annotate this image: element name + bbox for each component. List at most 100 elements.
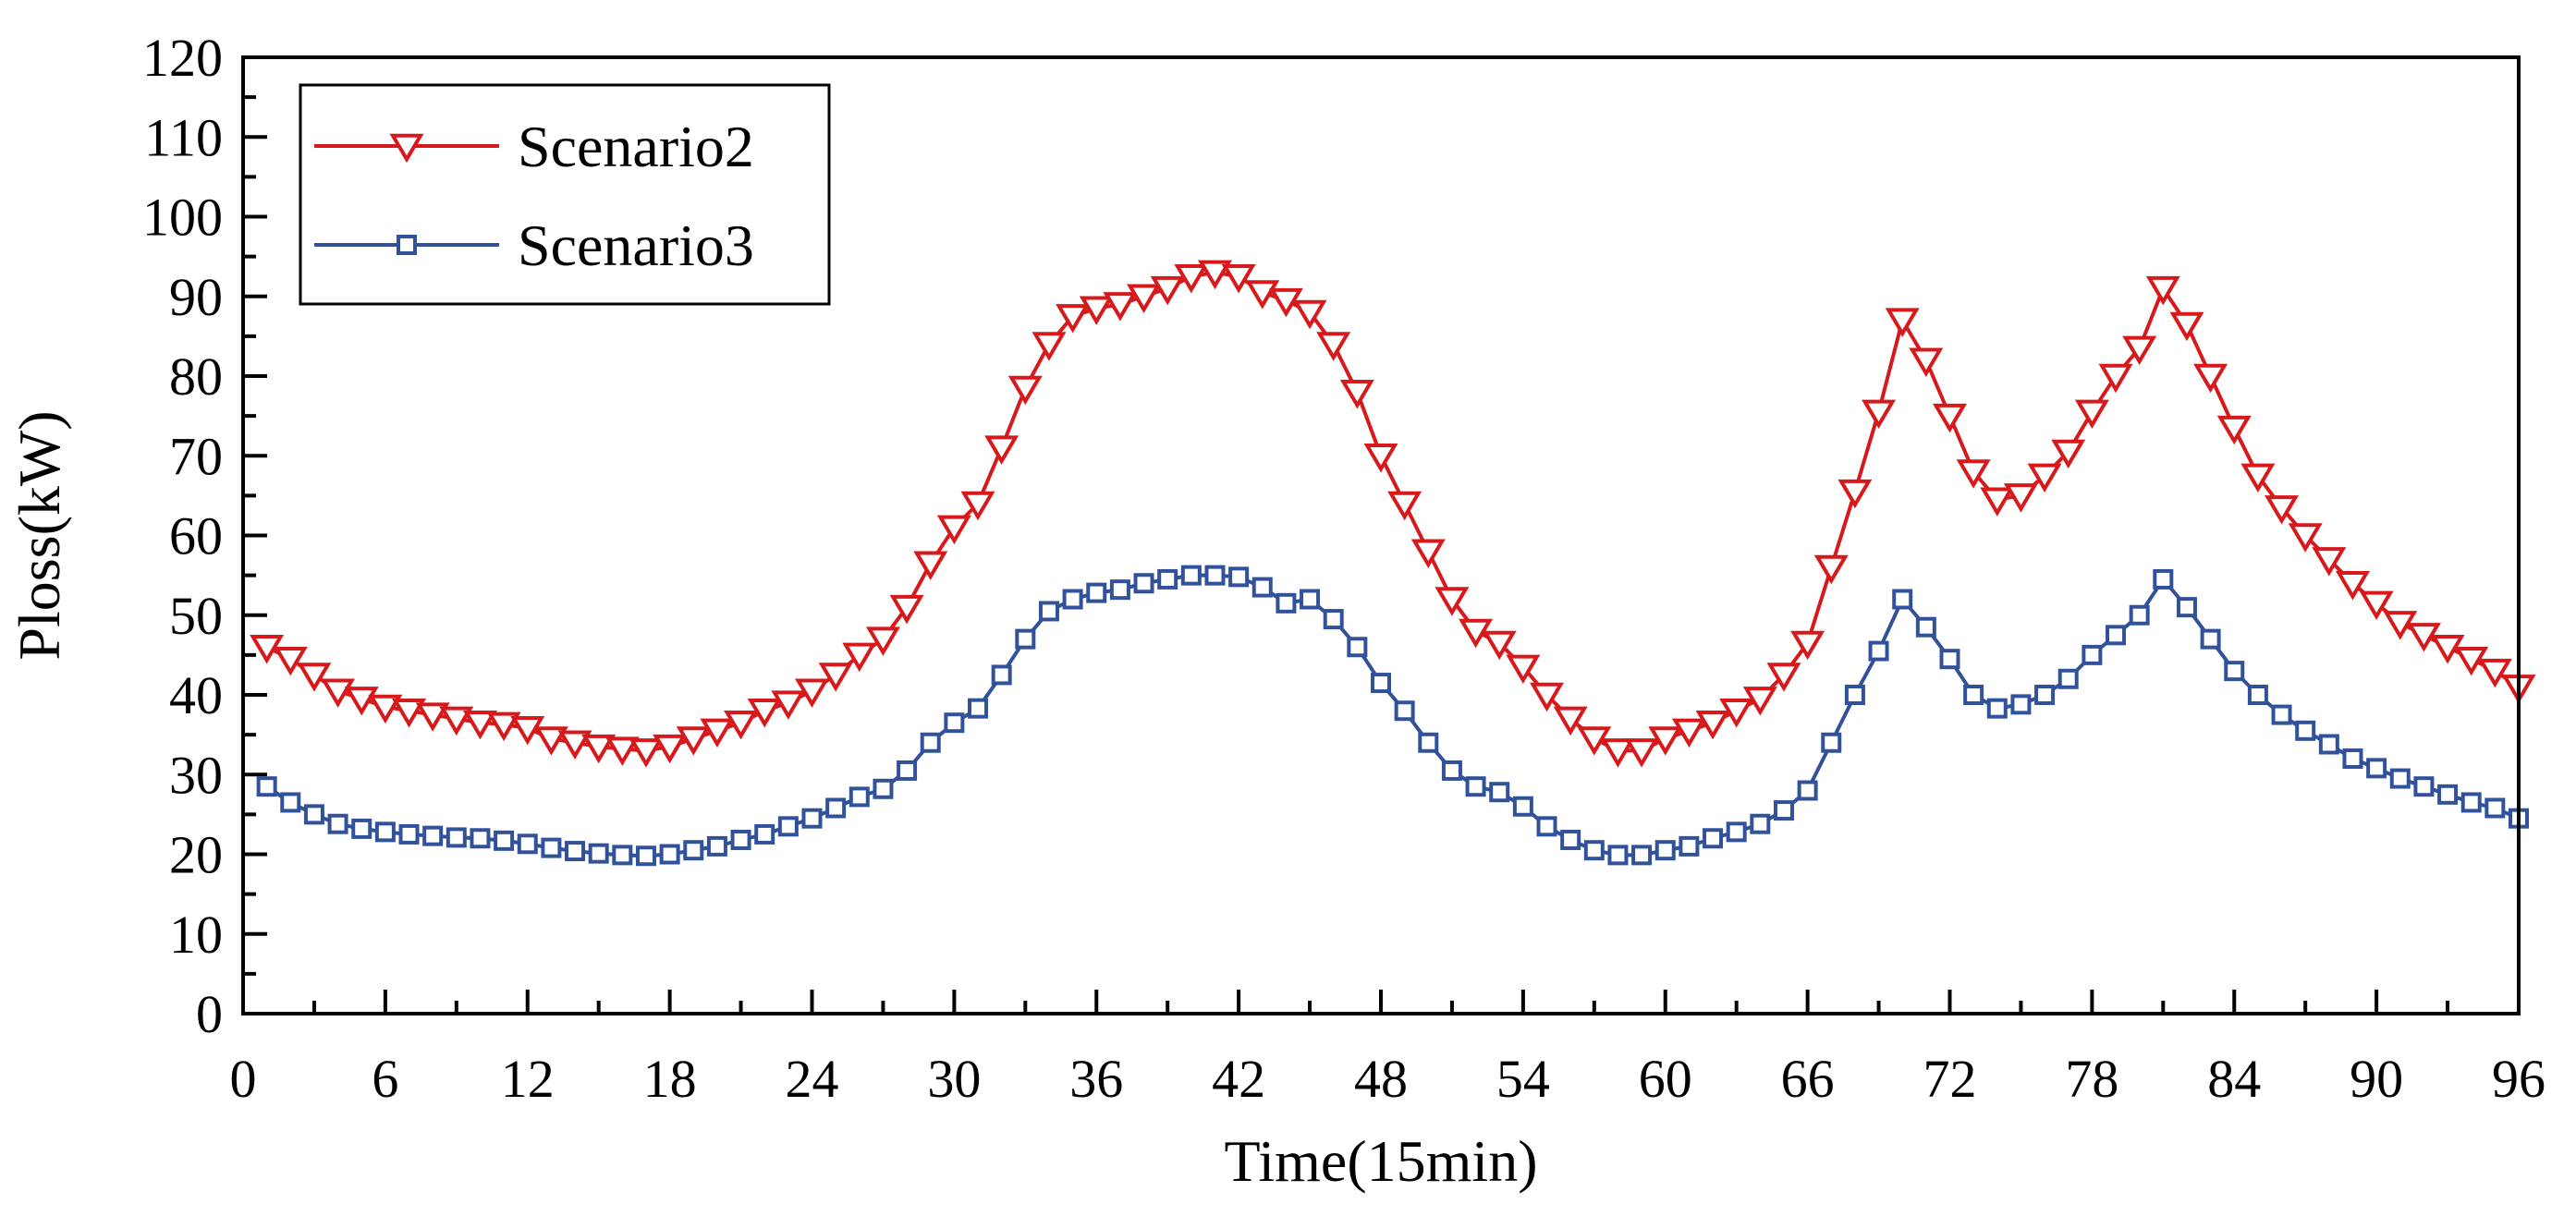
x-tick-label: 96 xyxy=(2492,1049,2545,1109)
scenario3-point xyxy=(1915,616,1936,638)
scenario2-point xyxy=(2454,646,2489,676)
y-tick-label: 60 xyxy=(169,506,223,566)
scenario2-point xyxy=(1103,292,1138,322)
scenario2-point xyxy=(1435,587,1470,616)
scenario2-point xyxy=(321,678,356,708)
scenario2-point xyxy=(2335,571,2370,601)
scenario3-point xyxy=(1038,601,1059,622)
scenario2-point xyxy=(2216,415,2252,445)
scenario3-point xyxy=(2484,797,2506,819)
scenario3-point xyxy=(1180,565,1202,586)
scenario3-point xyxy=(801,808,823,829)
scenario2-point xyxy=(936,515,971,545)
scenario2-point xyxy=(1339,380,1374,409)
scenario3-point xyxy=(848,786,870,808)
scenario3-point xyxy=(2413,776,2435,797)
scenario3-point xyxy=(991,664,1012,686)
scenario3-point xyxy=(1251,577,1273,598)
scenario3-point xyxy=(1086,582,1107,603)
scenario2-point xyxy=(818,663,853,692)
scenario3-point xyxy=(327,813,348,834)
x-tick-label: 48 xyxy=(1354,1049,1408,1109)
scenario3-point xyxy=(1204,565,1226,586)
scenario2-point xyxy=(1410,539,1446,568)
scenario2-point xyxy=(557,730,592,760)
y-tick-label: 30 xyxy=(169,745,223,805)
scenario2-point xyxy=(2145,275,2180,306)
scenario3-point xyxy=(1939,649,1960,670)
scenario3-point xyxy=(2295,720,2316,741)
scenario2-point xyxy=(913,551,948,580)
scenario3-point xyxy=(873,778,894,799)
scenario3-point xyxy=(706,835,727,857)
y-tick-label: 80 xyxy=(169,347,223,407)
scenario3-point xyxy=(1347,637,1368,658)
scenario3-point xyxy=(1323,609,1344,630)
scenario2-point xyxy=(1624,738,1659,768)
scenario2-point xyxy=(1530,682,1565,712)
scenario3-point xyxy=(494,830,515,851)
legend-box xyxy=(299,83,831,306)
scenario2-point xyxy=(581,734,617,764)
scenario2-point xyxy=(368,694,403,724)
scenario2-point xyxy=(1837,479,1873,509)
scenario3-point xyxy=(1062,589,1083,610)
scenario2-point xyxy=(273,646,308,676)
scenario2-point xyxy=(2122,335,2157,366)
scenario2-point xyxy=(1719,699,1754,728)
scenario2-point xyxy=(1506,654,1541,685)
scenario3-point xyxy=(303,804,324,825)
scenario3-point xyxy=(754,823,775,845)
scenario3-line xyxy=(265,573,2520,858)
scenario2-point xyxy=(462,710,497,740)
scenario3-point xyxy=(1441,760,1462,781)
scenario2-point xyxy=(1577,726,1612,756)
y-tick-label: 110 xyxy=(144,107,223,167)
scenario2-point xyxy=(2074,399,2109,430)
scenario2-point xyxy=(2288,523,2323,553)
scenario3-point xyxy=(517,833,538,855)
legend-marker-scenario2 xyxy=(389,133,424,164)
y-tick-label: 70 xyxy=(169,426,223,486)
scenario3-point xyxy=(1607,845,1629,866)
x-tick-label: 72 xyxy=(1923,1049,1977,1109)
scenario3-point xyxy=(280,792,301,813)
scenario3-point xyxy=(2437,784,2459,805)
scenario3-point xyxy=(256,776,277,797)
scenario2-point xyxy=(1197,260,1232,290)
scenario2-point xyxy=(984,435,1019,465)
scenario3-point xyxy=(588,843,609,864)
y-tick-label: 120 xyxy=(142,28,223,88)
plot-frame xyxy=(241,55,2521,1015)
scenario3-point xyxy=(777,816,799,837)
scenario3-point xyxy=(1892,589,1913,610)
scenario3-point xyxy=(541,837,562,858)
scenario2-point xyxy=(297,663,332,692)
scenario2-point xyxy=(1056,304,1091,334)
x-tick-label: 66 xyxy=(1781,1049,1835,1109)
scenario3-point xyxy=(2366,758,2387,779)
scenario3-point xyxy=(1986,698,2008,719)
scenario3-point xyxy=(2200,628,2221,650)
scenario2-point xyxy=(2359,590,2394,621)
scenario3-point xyxy=(1679,835,1700,857)
scenario3-point xyxy=(1844,685,1865,705)
scenario2-point xyxy=(1742,687,1777,716)
scenario3-point xyxy=(920,732,941,753)
scenario3-point xyxy=(2318,734,2339,755)
scenario2-point xyxy=(2027,463,2062,493)
scenario3-point xyxy=(825,797,847,819)
scenario3-point xyxy=(1750,813,1771,834)
scenario3-point xyxy=(2057,668,2079,689)
scenario2-point xyxy=(415,702,450,732)
x-tick-label: 90 xyxy=(2350,1049,2403,1109)
scenario2-point xyxy=(1482,630,1517,661)
scenario2-point xyxy=(960,491,995,521)
scenario3-point xyxy=(2153,568,2174,590)
series-scenario3 xyxy=(256,565,2529,867)
scenario2-point xyxy=(2003,483,2038,513)
scenario2-point xyxy=(1221,263,1256,294)
scenario3-point xyxy=(2389,768,2411,789)
scenario3-point xyxy=(1963,685,1984,705)
